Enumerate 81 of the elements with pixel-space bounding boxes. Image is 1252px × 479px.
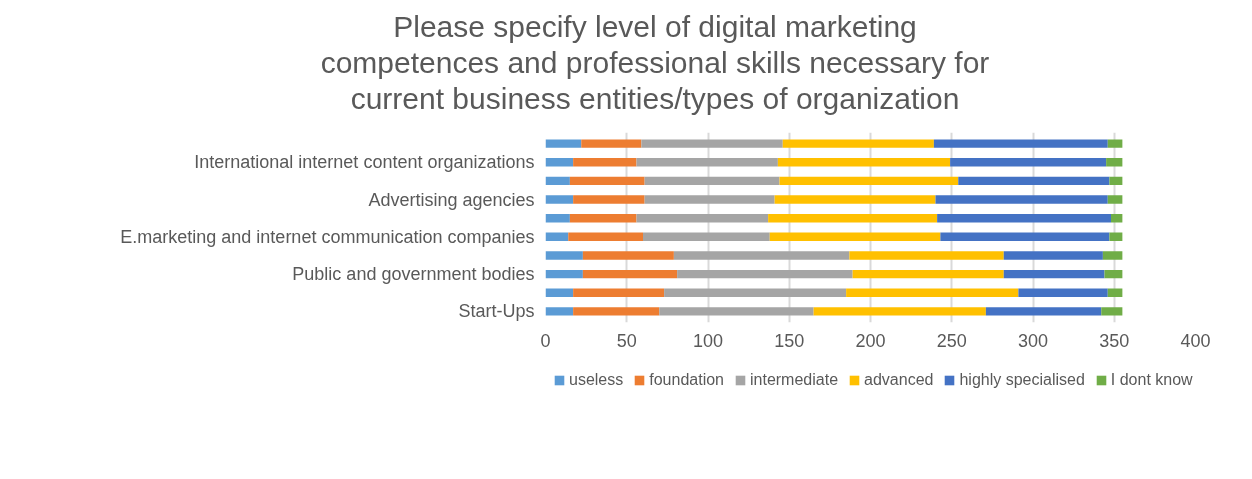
bar xyxy=(1107,288,1123,297)
bar xyxy=(782,139,934,148)
bar xyxy=(1003,251,1103,260)
bar xyxy=(1003,269,1105,279)
bar xyxy=(573,307,660,316)
bar xyxy=(545,269,583,279)
bar xyxy=(545,251,583,260)
bar xyxy=(813,307,986,316)
bar xyxy=(1109,176,1123,186)
bar xyxy=(1111,214,1123,223)
x-tick-label: 200 xyxy=(855,330,886,351)
bar xyxy=(582,269,678,279)
bar xyxy=(659,307,814,316)
bar xyxy=(644,176,780,186)
bar xyxy=(569,176,645,186)
bar xyxy=(545,195,574,204)
bar xyxy=(545,176,570,186)
x-tick-label: 400 xyxy=(1180,330,1211,351)
bar xyxy=(545,288,574,297)
bar xyxy=(643,232,770,241)
y-tick-label: E.marketing and internet communication companies xyxy=(120,226,535,247)
legend-label: intermediate xyxy=(749,371,839,389)
bar xyxy=(545,307,574,316)
bar xyxy=(958,176,1110,186)
bar xyxy=(582,251,674,260)
bar xyxy=(1107,195,1123,204)
bar xyxy=(569,214,637,223)
y-tick-label: Advertising agencies xyxy=(368,189,535,210)
legend-label: highly specialised xyxy=(959,371,1085,389)
bar xyxy=(777,158,951,167)
bar xyxy=(1104,269,1123,279)
bar xyxy=(636,158,778,167)
bar xyxy=(1102,251,1123,260)
x-tick-label: 100 xyxy=(692,330,724,351)
x-tick-label: 250 xyxy=(936,330,967,351)
bar xyxy=(664,288,847,297)
bar xyxy=(849,251,1004,260)
x-tick-label: 50 xyxy=(616,330,637,351)
y-tick-label: Public and government bodies xyxy=(292,264,535,285)
chart-title: Please specify level of digital marketing competences and professional skills necessary for current business entities/types of organization xyxy=(319,9,991,117)
bar xyxy=(985,307,1102,316)
bar xyxy=(581,139,642,148)
bar xyxy=(846,288,1019,297)
y-tick-label: International internet content organizations xyxy=(194,152,535,173)
bar xyxy=(940,232,1110,241)
bar xyxy=(673,251,850,260)
bar xyxy=(644,195,775,204)
bar xyxy=(568,232,643,241)
bar xyxy=(774,195,936,204)
x-tick-label: 350 xyxy=(1099,330,1130,351)
x-tick-label: 0 xyxy=(540,330,551,351)
bar xyxy=(677,269,853,279)
legend-label: foundation xyxy=(649,371,724,389)
x-tick-label: 300 xyxy=(1017,330,1049,351)
bar xyxy=(545,214,570,223)
bar xyxy=(641,139,783,148)
bar xyxy=(1106,158,1123,167)
bar xyxy=(950,158,1107,167)
bar xyxy=(573,288,665,297)
y-tick-label: Start-Ups xyxy=(458,301,535,322)
bar xyxy=(1101,307,1123,316)
bar xyxy=(768,214,938,223)
bar xyxy=(933,139,1108,148)
bar xyxy=(573,195,645,204)
bar xyxy=(545,158,574,167)
bar xyxy=(779,176,959,186)
legend-label: useless xyxy=(569,371,624,389)
bar xyxy=(769,232,941,241)
bar xyxy=(573,158,637,167)
bar xyxy=(852,269,1004,279)
bar xyxy=(545,232,569,241)
bar xyxy=(1018,288,1108,297)
bar xyxy=(937,214,1111,223)
bar xyxy=(636,214,769,223)
bar xyxy=(545,139,582,148)
legend-label: I dont know xyxy=(1110,371,1193,389)
bar xyxy=(935,195,1108,204)
bar xyxy=(1107,139,1123,148)
bar xyxy=(1109,232,1123,241)
legend-label: advanced xyxy=(864,371,934,389)
x-tick-label: 150 xyxy=(774,330,805,351)
